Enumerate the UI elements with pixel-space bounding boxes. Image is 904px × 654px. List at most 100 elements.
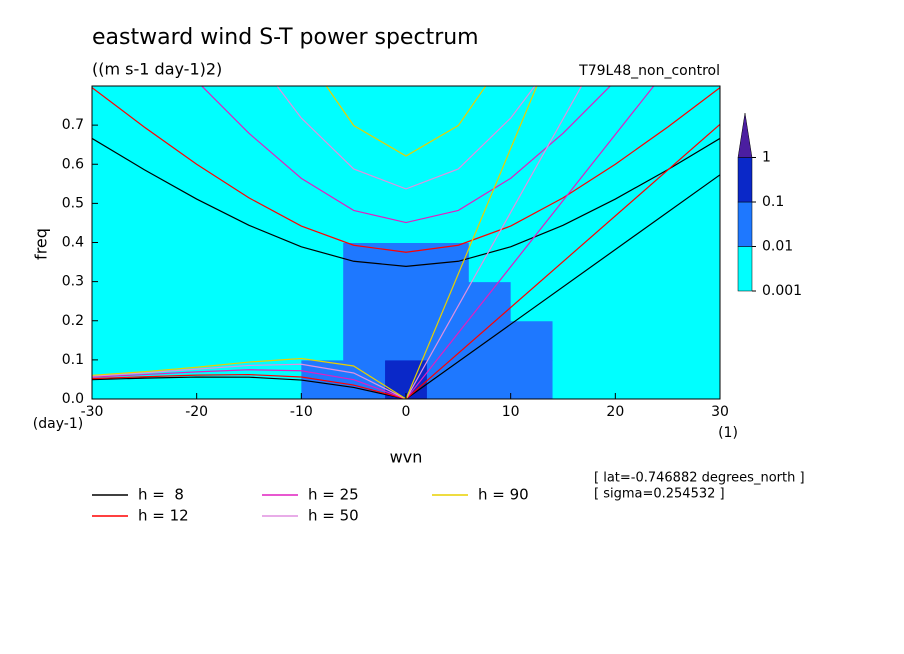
field-cell (636, 86, 679, 126)
field-cell (552, 320, 595, 361)
field-cell (594, 359, 637, 399)
field-cell (552, 359, 595, 399)
field-cell (385, 86, 428, 126)
colorbar-label: 0.1 (762, 194, 784, 210)
dispersion-curve (405, 86, 583, 399)
y-unit: (day-1) (33, 416, 83, 432)
colorbar-box (737, 246, 753, 292)
field-cell (678, 164, 720, 204)
y-tick-label: 0.5 (62, 195, 84, 211)
field-cell (301, 125, 344, 165)
dispersion-curve (200, 86, 612, 224)
field-cell (594, 320, 637, 361)
field-cell (259, 242, 302, 283)
x-tick-label: 20 (606, 404, 624, 420)
field-cell (510, 359, 554, 399)
field-cell (259, 164, 302, 204)
x-tick-label: -10 (290, 404, 313, 420)
colorbar-triangle (737, 112, 753, 158)
curves (92, 86, 720, 399)
field-cell (426, 164, 470, 204)
field-cell (426, 281, 470, 322)
field-cell (552, 86, 595, 126)
field-cell (175, 242, 219, 283)
field-cell (678, 242, 720, 283)
field-cell (133, 242, 177, 283)
field-cell (385, 320, 428, 361)
field-cell (259, 320, 302, 361)
field-cell (678, 125, 720, 165)
dispersion-curve (92, 137, 720, 267)
field-cell (133, 281, 177, 322)
field-cell (343, 203, 386, 243)
field-cell (468, 125, 512, 165)
field-cell (175, 86, 219, 126)
dispersion-curve (92, 363, 407, 399)
field-cell (301, 281, 344, 322)
field-cell (175, 320, 219, 361)
field-cell (259, 281, 302, 322)
dispersion-curve (92, 369, 407, 399)
field-cell (301, 164, 344, 204)
field-cell (678, 359, 720, 399)
field-cell (385, 164, 428, 204)
field-cell (217, 125, 260, 165)
annotation: [ lat=-0.746882 degrees_north ] (594, 471, 805, 486)
x-axis-label: wvn (390, 448, 423, 467)
field-cell (468, 320, 512, 361)
field-cell (133, 359, 177, 399)
field-cell (301, 359, 344, 399)
field-cell (552, 203, 595, 243)
dispersion-curve (405, 123, 720, 399)
field-cell (217, 320, 260, 361)
field-cell (133, 86, 177, 126)
field-cell (385, 125, 428, 165)
dispersion-curve (276, 86, 536, 190)
field-cell (343, 86, 386, 126)
field-cell (678, 203, 720, 243)
colorbar-label: 0.01 (762, 239, 793, 255)
y-tick-label: 0.0 (62, 391, 84, 407)
field-cell (594, 203, 637, 243)
field-cell (468, 86, 512, 126)
field-cell (385, 281, 428, 322)
field-cell (510, 86, 554, 126)
field-cell (175, 203, 219, 243)
field-cell (92, 242, 135, 283)
field-cell (636, 242, 679, 283)
y-tick-label: 0.3 (62, 274, 84, 290)
field-cell (92, 320, 135, 361)
field-cell (259, 86, 302, 126)
field-cell (678, 320, 720, 361)
field-cell (133, 203, 177, 243)
colorbar-label: 1 (762, 150, 771, 166)
field-cell (510, 242, 554, 283)
field-cell (510, 320, 554, 361)
legend-label: h = 25 (308, 486, 359, 504)
colorbar-box (737, 201, 753, 247)
legend-label: h = 90 (478, 486, 529, 504)
field-cell (217, 86, 260, 126)
legend-label: h = 50 (308, 507, 359, 525)
field-cell (217, 281, 260, 322)
x-tick-label: 10 (502, 404, 520, 420)
field-cell (510, 203, 554, 243)
legend-label: h = 8 (138, 486, 184, 504)
colorbar-label: 0.001 (762, 283, 802, 299)
chart-title: eastward wind S-T power spectrum (92, 25, 479, 50)
field-cell (343, 125, 386, 165)
y-axis-label: freq (32, 228, 51, 260)
field-cell (217, 164, 260, 204)
field-cell (468, 281, 512, 322)
x-tick-label: 30 (711, 404, 729, 420)
field-cell (343, 281, 386, 322)
dispersion-curve (405, 174, 720, 399)
y-tick-label: 0.1 (62, 352, 84, 368)
field-cell (92, 164, 135, 204)
field-cell (217, 242, 260, 283)
dispersion-curve (92, 376, 407, 399)
field-cell (594, 86, 637, 126)
field-cell (594, 125, 637, 165)
field-cell (301, 86, 344, 126)
